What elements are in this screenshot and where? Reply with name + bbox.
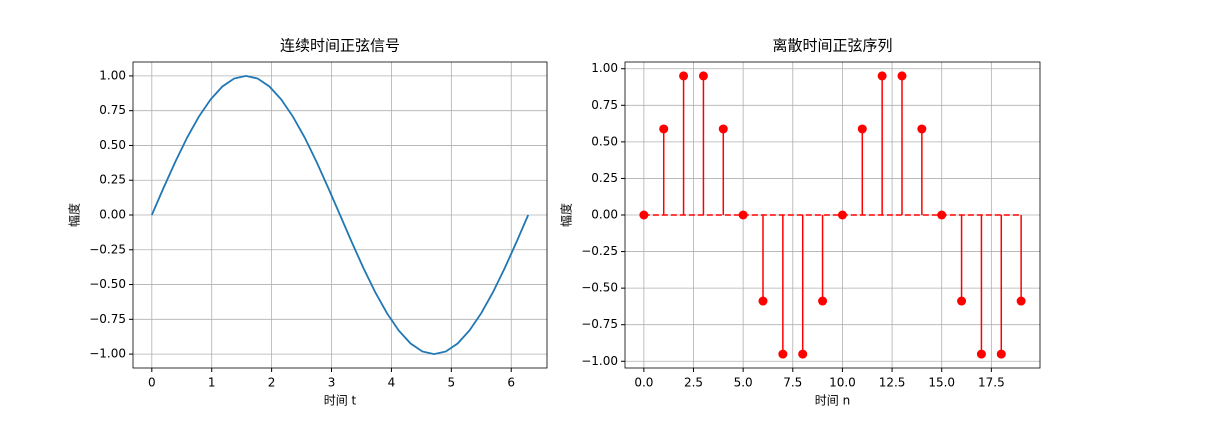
x-tick-label: 2 <box>268 376 276 390</box>
x-tick-label: 10.0 <box>829 376 856 390</box>
stem-marker <box>897 71 907 81</box>
y-tick-label: 0.25 <box>99 173 126 187</box>
x-tick-label: 5 <box>448 376 456 390</box>
y-tick-label: −0.25 <box>581 244 618 258</box>
y-tick-label: 0.00 <box>99 208 126 222</box>
x-tick-label: 0 <box>148 376 156 390</box>
y-axis-label: 幅度 <box>559 203 574 227</box>
stem-marker <box>679 71 689 81</box>
stem-marker <box>996 349 1006 359</box>
y-tick-label: 1.00 <box>99 68 126 82</box>
x-tick-label: 3 <box>328 376 336 390</box>
chart-title: 连续时间正弦信号 <box>280 37 400 55</box>
y-tick-label: 0.00 <box>591 208 618 222</box>
x-tick-label: 5.0 <box>734 376 753 390</box>
x-axis-label: 时间 n <box>815 394 850 408</box>
stem-marker <box>837 210 847 220</box>
y-tick-label: −0.25 <box>89 242 126 256</box>
y-tick-label: 0.75 <box>591 98 618 112</box>
x-tick-label: 6 <box>507 376 515 390</box>
chart-title: 离散时间正弦序列 <box>772 37 892 55</box>
y-tick-label: −0.50 <box>581 281 618 295</box>
x-tick-label: 4 <box>388 376 396 390</box>
x-tick-label: 2.5 <box>684 376 703 390</box>
y-tick-label: −1.00 <box>89 347 126 361</box>
stem-marker <box>976 349 986 359</box>
stem-marker <box>798 349 808 359</box>
y-tick-label: 1.00 <box>591 61 618 75</box>
x-tick-label: 7.5 <box>783 376 802 390</box>
stem-marker <box>818 296 828 306</box>
stem-marker <box>877 71 887 81</box>
y-tick-label: 0.25 <box>591 171 618 185</box>
stem-marker <box>1016 296 1026 306</box>
y-tick-label: 0.50 <box>591 134 618 148</box>
x-tick-label: 12.5 <box>879 376 906 390</box>
stem-marker <box>698 71 708 81</box>
axes-frame <box>624 61 1041 369</box>
stem-marker <box>639 210 649 220</box>
stem-marker <box>937 210 947 220</box>
y-tick-label: −0.75 <box>89 312 126 326</box>
x-tick-label: 17.5 <box>978 376 1005 390</box>
y-tick-label: 0.75 <box>99 103 126 117</box>
line <box>150 74 530 356</box>
stem-marker <box>917 124 927 134</box>
stem-marker <box>738 210 748 220</box>
y-tick-label: −0.75 <box>581 317 618 331</box>
y-tick-label: −1.00 <box>581 354 618 368</box>
stem-marker <box>857 124 867 134</box>
y-axis-label: 幅度 <box>67 203 82 227</box>
x-tick-label: 15.0 <box>928 376 955 390</box>
stem-marker <box>957 296 967 306</box>
stem-marker <box>659 124 669 134</box>
x-axis-label: 时间 t <box>324 394 357 408</box>
y-tick-label: 0.50 <box>99 138 126 152</box>
stem-marker <box>778 349 788 359</box>
y-tick-label: −0.50 <box>89 277 126 291</box>
axes-frame <box>132 61 548 369</box>
x-tick-label: 0.0 <box>634 376 653 390</box>
x-tick-label: 1 <box>208 376 216 390</box>
stem-marker <box>718 124 728 134</box>
stem-marker <box>758 296 768 306</box>
